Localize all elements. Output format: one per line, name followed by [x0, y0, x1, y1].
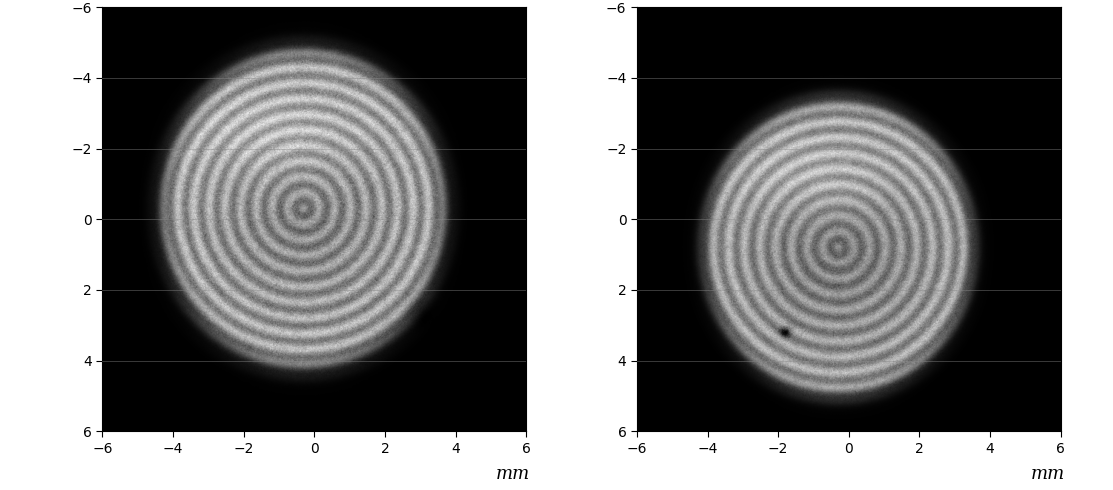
Text: mm: mm	[1031, 465, 1065, 483]
Text: mm: mm	[496, 465, 531, 483]
